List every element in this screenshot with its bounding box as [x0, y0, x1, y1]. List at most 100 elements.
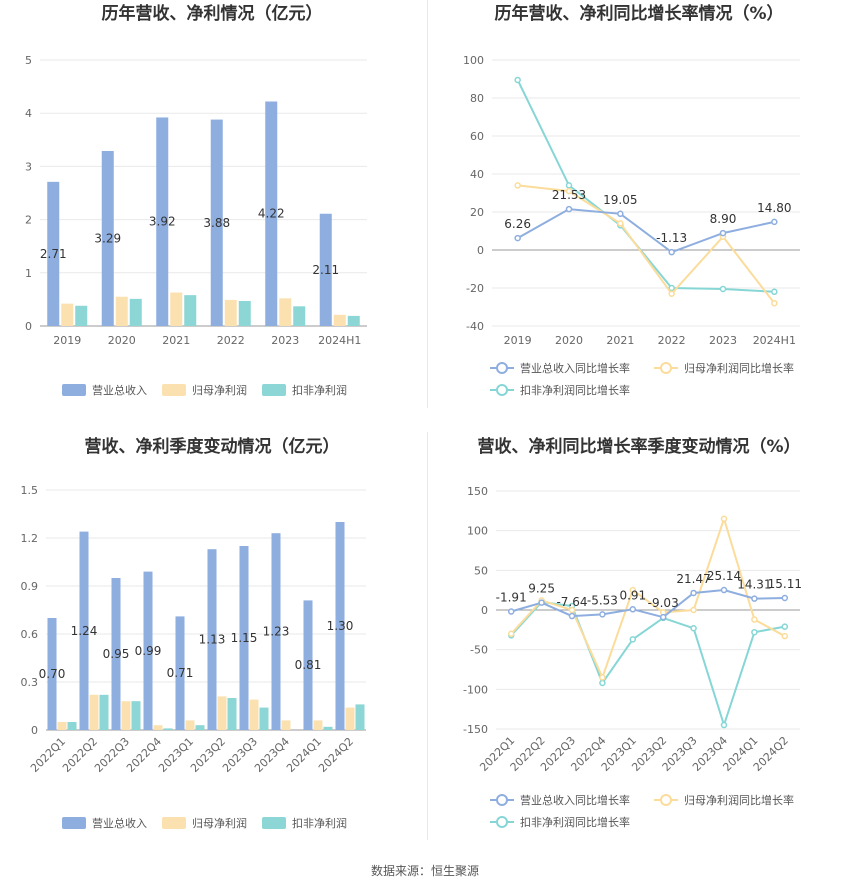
legend-marker — [496, 362, 508, 374]
y-tick-label: 0.3 — [21, 676, 39, 689]
x-tick-label: 2024Q2 — [316, 735, 356, 775]
bar-revenue — [111, 578, 121, 730]
y-tick-label: 0 — [481, 604, 488, 617]
x-tick-label: 2023 — [271, 334, 299, 347]
data-point — [751, 628, 758, 636]
legend-label: 营业总收入同比增长率 — [520, 793, 630, 807]
y-tick-label: 1.5 — [21, 484, 39, 497]
legend-marker — [660, 794, 672, 806]
x-tick-label: 2024H1 — [318, 334, 361, 347]
bar-value-label: 1.23 — [263, 625, 290, 639]
bar-value-label: 4.22 — [258, 207, 285, 221]
bar-deducted-profit — [227, 698, 237, 730]
bar-revenue — [79, 531, 89, 730]
bar-net-profit — [185, 720, 195, 730]
data-point — [565, 187, 573, 195]
line-value-label: 19.05 — [603, 193, 637, 207]
bar-value-label: 0.99 — [135, 644, 162, 658]
bar-revenue — [175, 616, 185, 730]
data-point — [617, 220, 624, 227]
bar-revenue — [143, 571, 153, 730]
line-value-label: 8.90 — [710, 212, 737, 226]
y-tick-label: 1.2 — [21, 532, 39, 545]
line-value-label: 14.80 — [757, 201, 791, 215]
x-tick-label: 2023 — [709, 334, 737, 347]
y-tick-label: -100 — [463, 683, 488, 696]
chart-title: 营收、净利同比增长率季度变动情况（%） — [477, 436, 800, 457]
y-tick-label: 0.6 — [21, 628, 39, 641]
y-tick-label: 100 — [467, 525, 488, 538]
data-point — [719, 229, 727, 237]
series-line-1 — [510, 515, 786, 681]
legend-label: 扣非净利润同比增长率 — [520, 383, 630, 397]
data-point — [720, 721, 728, 729]
y-tick-label: 20 — [470, 206, 484, 219]
bar-net-profit — [170, 292, 183, 326]
annual-revenue-profit-chart: 历年营收、净利情况（亿元） 0 1 2 3 4 5 2.71 2019 3.29 2020 3.92… — [0, 0, 425, 410]
quarterly-revenue-profit-chart: 营收、净利季度变动情况（亿元） 0 0.3 0.6 0.9 1.2 1.5 0.70 2022… — [0, 425, 425, 845]
legend-swatch — [262, 817, 286, 829]
quarterly-revenue-profit-svg: 营收、净利季度变动情况（亿元） 00.30.60.91.21.50.702022… — [21, 436, 366, 830]
bar-net-profit — [115, 296, 128, 326]
bar-value-label: 3.29 — [94, 231, 121, 245]
bar-value-label: 1.30 — [327, 619, 354, 633]
line-value-label: 6.26 — [504, 217, 531, 231]
series-line-2 — [516, 79, 775, 293]
data-point — [599, 679, 606, 687]
y-tick-label: 0 — [25, 320, 32, 333]
y-tick-label: -40 — [466, 320, 484, 333]
data-point — [565, 205, 573, 213]
data-source-note: 数据来源：恒生聚源 — [370, 864, 479, 878]
bar-deducted-profit — [195, 725, 205, 730]
y-tick-label: 40 — [470, 168, 484, 181]
y-tick-label: 3 — [25, 160, 32, 173]
bar-net-profit — [57, 722, 67, 730]
line-value-label: 9.25 — [528, 582, 555, 596]
data-point — [668, 290, 675, 297]
bar-revenue — [47, 618, 57, 730]
legend-label: 归母净利润同比增长率 — [684, 793, 794, 807]
data-point — [659, 613, 667, 621]
data-point — [599, 611, 606, 618]
bar-deducted-profit — [238, 300, 251, 326]
bar-deducted-profit — [184, 295, 197, 326]
legend-label: 营业总收入 — [92, 383, 147, 397]
legend-label: 归母净利润 — [192, 383, 247, 397]
bar-deducted-profit — [75, 305, 88, 326]
panel-divider-bottom — [427, 432, 428, 840]
bar-value-label: 0.95 — [103, 647, 130, 661]
data-point — [751, 595, 758, 602]
annual-revenue-profit-svg: 历年营收、净利情况（亿元） 0 1 2 3 4 5 2.71 2019 3.29 2020 3.92… — [25, 3, 367, 397]
y-tick-label: 0 — [31, 724, 38, 737]
data-point — [781, 623, 789, 630]
y-tick-label: 0 — [477, 244, 484, 257]
bar-deducted-profit — [355, 704, 365, 730]
bar-revenue — [210, 119, 223, 326]
y-tick-label: -20 — [466, 282, 484, 295]
legend-marker — [496, 816, 508, 828]
bar-net-profit — [121, 701, 131, 730]
y-tick-label: 2 — [25, 214, 32, 227]
data-point — [781, 632, 789, 640]
bar-value-label: 3.88 — [203, 216, 230, 230]
x-tick-label: 2021 — [606, 334, 634, 347]
y-tick-label: 150 — [467, 485, 488, 498]
quarterly-growth-rate-svg: 营收、净利同比增长率季度变动情况（%） -150 -100 -50 0 50 100 150… — [463, 436, 802, 829]
x-tick-label: 2021 — [162, 334, 190, 347]
x-tick-label: 2019 — [53, 334, 81, 347]
legend-label: 扣非净利润同比增长率 — [520, 815, 630, 829]
bar-revenue — [239, 546, 249, 730]
series-line-2 — [510, 601, 785, 729]
legend-label: 营业总收入 — [92, 816, 147, 830]
bar-revenue — [47, 181, 60, 326]
series-line-0 — [510, 589, 785, 619]
line-value-label: -1.91 — [496, 591, 527, 605]
y-tick-label: 1 — [25, 267, 32, 280]
annual-growth-rate-svg: 历年营收、净利同比增长率情况（%） -40 -20 0 20 40 60 80 100 2019… — [463, 3, 800, 397]
data-point — [629, 586, 637, 594]
bar-deducted-profit — [347, 315, 360, 326]
legend-swatch — [62, 817, 86, 829]
bar-revenue — [319, 213, 332, 326]
bar-revenue — [101, 150, 114, 326]
x-tick-label: 2020 — [108, 334, 136, 347]
